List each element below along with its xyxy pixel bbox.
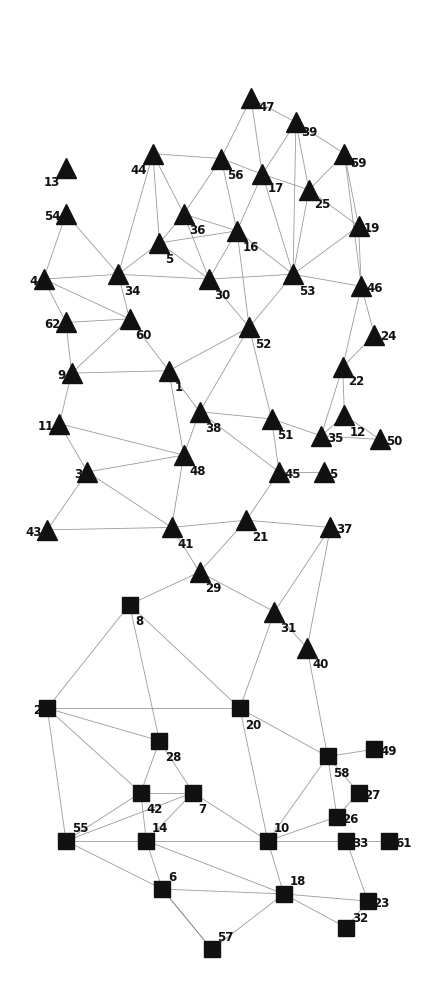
Text: 5: 5 [165, 253, 173, 266]
Text: 6: 6 [168, 871, 176, 884]
Text: 38: 38 [205, 422, 221, 435]
Text: 61: 61 [395, 837, 412, 850]
Text: 58: 58 [333, 767, 350, 780]
Text: 42: 42 [146, 803, 163, 816]
Text: 47: 47 [258, 101, 275, 114]
Text: 9: 9 [58, 369, 66, 382]
Text: 24: 24 [380, 330, 396, 343]
Text: 59: 59 [350, 157, 367, 170]
Text: 10: 10 [273, 822, 290, 835]
Text: 50: 50 [386, 435, 402, 448]
Text: 13: 13 [44, 176, 60, 189]
Text: 23: 23 [374, 897, 390, 910]
Text: 20: 20 [246, 719, 262, 732]
Text: 34: 34 [124, 285, 140, 298]
Text: 54: 54 [44, 210, 60, 223]
Text: 60: 60 [135, 329, 151, 342]
Text: 31: 31 [280, 622, 296, 635]
Text: 48: 48 [189, 465, 206, 478]
Text: 8: 8 [135, 615, 143, 628]
Text: 49: 49 [380, 745, 396, 758]
Text: 43: 43 [25, 526, 42, 539]
Text: 45: 45 [285, 468, 301, 481]
Text: 22: 22 [348, 375, 365, 388]
Text: 36: 36 [189, 224, 206, 237]
Text: 3: 3 [74, 468, 82, 481]
Text: 57: 57 [218, 931, 234, 944]
Text: 30: 30 [215, 289, 231, 302]
Text: 39: 39 [301, 126, 318, 139]
Text: 40: 40 [313, 658, 329, 671]
Text: 11: 11 [37, 420, 54, 433]
Text: 5: 5 [329, 468, 338, 481]
Text: 12: 12 [350, 426, 366, 439]
Text: 26: 26 [343, 813, 359, 826]
Text: 4: 4 [30, 275, 38, 288]
Text: 18: 18 [289, 875, 306, 888]
Text: 62: 62 [44, 318, 60, 331]
Text: 52: 52 [255, 338, 271, 351]
Text: 32: 32 [352, 912, 368, 925]
Text: 46: 46 [367, 282, 384, 295]
Text: 35: 35 [327, 432, 343, 445]
Text: 53: 53 [299, 285, 315, 298]
Text: 28: 28 [165, 751, 181, 764]
Text: 37: 37 [336, 523, 352, 536]
Text: 17: 17 [268, 182, 284, 195]
Text: 55: 55 [71, 822, 88, 835]
Text: 25: 25 [315, 198, 331, 211]
Text: 51: 51 [277, 429, 294, 442]
Text: 19: 19 [364, 222, 381, 235]
Text: 27: 27 [364, 789, 381, 802]
Text: 29: 29 [205, 582, 221, 595]
Text: 21: 21 [252, 531, 268, 544]
Text: 44: 44 [131, 164, 147, 177]
Text: 41: 41 [177, 538, 194, 551]
Text: 2: 2 [34, 704, 42, 717]
Text: 7: 7 [199, 803, 207, 816]
Text: 16: 16 [243, 241, 259, 254]
Text: 33: 33 [352, 837, 368, 850]
Text: 1: 1 [175, 381, 182, 394]
Text: 14: 14 [152, 822, 168, 835]
Text: 56: 56 [227, 169, 243, 182]
